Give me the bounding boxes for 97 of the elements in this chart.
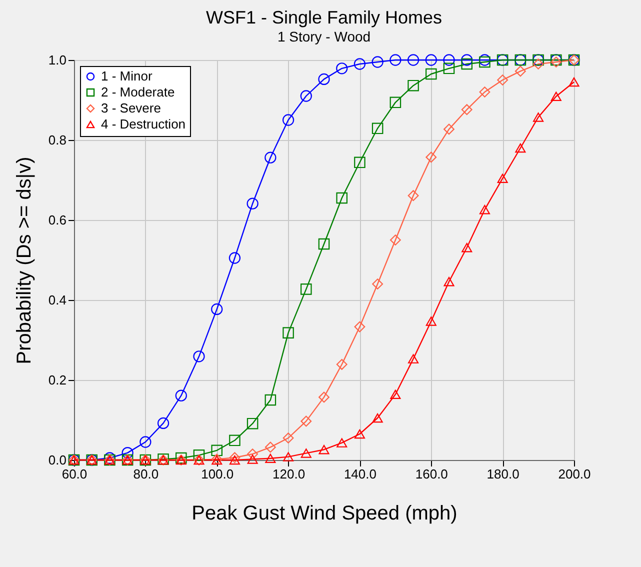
legend-label: 4 - Destruction xyxy=(101,116,186,132)
y-tick-label: 0.0 xyxy=(48,452,66,468)
x-tick-label: 160.0 xyxy=(415,466,448,482)
point xyxy=(193,350,205,362)
point xyxy=(354,156,366,168)
point xyxy=(444,124,454,135)
point xyxy=(461,58,472,70)
point xyxy=(426,316,436,326)
point xyxy=(265,454,276,464)
point xyxy=(354,429,365,439)
point xyxy=(444,276,454,286)
x-tick-label: 200.0 xyxy=(558,466,591,482)
point xyxy=(193,450,205,461)
point xyxy=(318,238,330,250)
point xyxy=(140,436,152,448)
point xyxy=(264,442,276,453)
y-tick-label: 0.6 xyxy=(48,212,66,228)
point xyxy=(300,284,312,295)
point xyxy=(372,56,384,68)
chart-title: WSF1 - Single Family Homes xyxy=(206,8,442,28)
point xyxy=(354,321,366,332)
y-tick-label: 1.0 xyxy=(48,52,66,68)
point xyxy=(426,152,437,163)
point xyxy=(282,114,294,126)
y-tick-label: 0.4 xyxy=(48,292,66,308)
point xyxy=(336,438,348,448)
point xyxy=(336,358,348,370)
point xyxy=(390,234,401,246)
x-tick-label: 100.0 xyxy=(201,466,234,482)
point xyxy=(550,56,562,68)
point xyxy=(336,62,348,74)
point xyxy=(461,54,473,66)
point xyxy=(443,62,455,74)
point xyxy=(282,327,294,338)
point xyxy=(157,417,170,430)
point xyxy=(122,446,134,459)
point xyxy=(497,74,508,86)
x-tick-label: 60.0 xyxy=(62,466,88,482)
point xyxy=(479,86,490,98)
legend-label: 1 - Minor xyxy=(101,68,153,84)
point xyxy=(247,448,258,460)
point xyxy=(175,390,187,402)
point xyxy=(246,198,258,210)
point xyxy=(514,66,526,77)
point xyxy=(479,204,490,214)
x-tick-label: 140.0 xyxy=(344,466,376,482)
point xyxy=(533,112,544,122)
point xyxy=(229,434,240,446)
point xyxy=(407,54,420,66)
point xyxy=(300,448,312,458)
point xyxy=(390,390,401,400)
point xyxy=(318,392,330,403)
point xyxy=(264,394,276,406)
legend-label: 2 - Moderate xyxy=(101,84,175,100)
point xyxy=(300,416,312,427)
point xyxy=(515,143,526,153)
chart-subtitle: 1 Story - Wood xyxy=(277,28,371,45)
point xyxy=(264,152,276,164)
y-tick-label: 0.8 xyxy=(48,132,66,148)
x-tick-label: 80.0 xyxy=(133,466,159,482)
point xyxy=(229,452,240,464)
point xyxy=(461,104,472,116)
point xyxy=(372,278,384,290)
point xyxy=(568,77,580,87)
point xyxy=(497,174,508,184)
point xyxy=(336,192,348,204)
point xyxy=(318,73,330,86)
y-axis-title: Probability (Ds >= ds|v) xyxy=(13,156,36,364)
x-axis-title: Peak Gust Wind Speed (mph) xyxy=(192,502,458,524)
point xyxy=(532,58,544,70)
point xyxy=(300,90,312,102)
point xyxy=(408,190,419,202)
point xyxy=(462,242,472,252)
point xyxy=(247,454,258,464)
point xyxy=(318,444,330,454)
y-tick-label: 0.2 xyxy=(48,372,66,388)
point xyxy=(443,54,455,66)
point xyxy=(425,54,437,66)
point xyxy=(229,455,240,465)
point xyxy=(408,354,419,364)
point xyxy=(390,54,402,66)
legend-label: 3 - Severe xyxy=(101,100,161,116)
point xyxy=(354,58,366,70)
x-tick-label: 180.0 xyxy=(486,466,520,482)
point xyxy=(211,303,223,316)
point xyxy=(283,452,294,462)
point xyxy=(372,413,383,423)
point xyxy=(372,122,384,134)
point xyxy=(211,444,222,456)
point xyxy=(228,252,241,264)
point xyxy=(550,92,562,102)
point xyxy=(390,96,402,108)
point xyxy=(282,432,294,444)
x-tick-label: 120.0 xyxy=(272,466,306,482)
point xyxy=(426,68,437,80)
point xyxy=(408,80,419,92)
point xyxy=(246,418,258,430)
